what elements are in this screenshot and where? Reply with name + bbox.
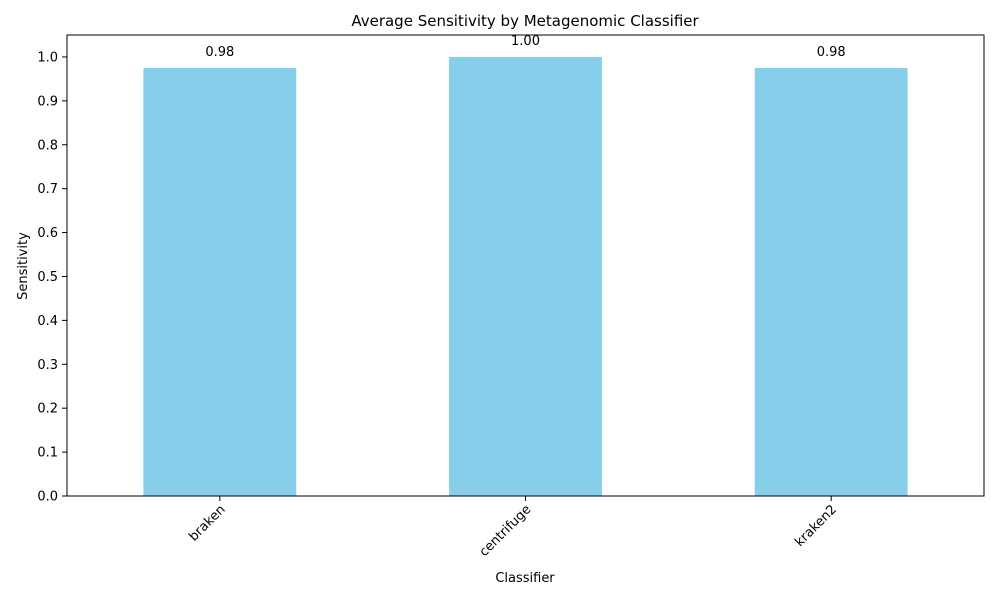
y-tick-label: 0.7 [37,182,58,197]
chart-title: Average Sensitivity by Metagenomic Class… [351,12,699,30]
x-tick-label-kraken2: kraken2 [792,502,840,550]
y-tick-label: 0.6 [37,226,58,241]
y-tick-label: 0.9 [37,94,58,109]
bar-kraken2 [754,67,908,496]
data-labels: 0.98 1.00 0.98 [205,34,845,60]
bar-centrifuge [449,56,602,496]
y-tick-label: 0.8 [37,138,58,153]
bar-braken [143,67,297,496]
data-label-braken: 0.98 [205,45,234,60]
y-tick-label: 0.4 [37,314,58,329]
y-tick-label: 0.3 [37,358,58,373]
data-label-centrifuge: 1.00 [511,34,540,49]
x-tick-label-braken: braken [186,502,228,544]
y-axis-ticks: 0.0 0.1 0.2 0.3 0.4 0.5 0.6 0.7 0.8 0.9 1.0 [37,50,67,505]
y-tick-label: 0.0 [37,490,58,505]
y-tick-label: 0.1 [37,446,58,461]
bars-layer [143,56,908,496]
plot-frame [66,34,985,497]
y-tick-label: 0.2 [37,402,58,417]
x-axis-ticks: braken centrifuge kraken2 [186,496,840,560]
x-tick-label-centrifuge: centrifuge [477,502,535,560]
y-tick-label: 1.0 [37,50,58,65]
y-axis-label: Sensitivity [16,232,31,300]
x-axis-label: Classifier [495,571,555,586]
y-tick-label: 0.5 [37,270,58,285]
data-label-kraken2: 0.98 [817,45,846,60]
